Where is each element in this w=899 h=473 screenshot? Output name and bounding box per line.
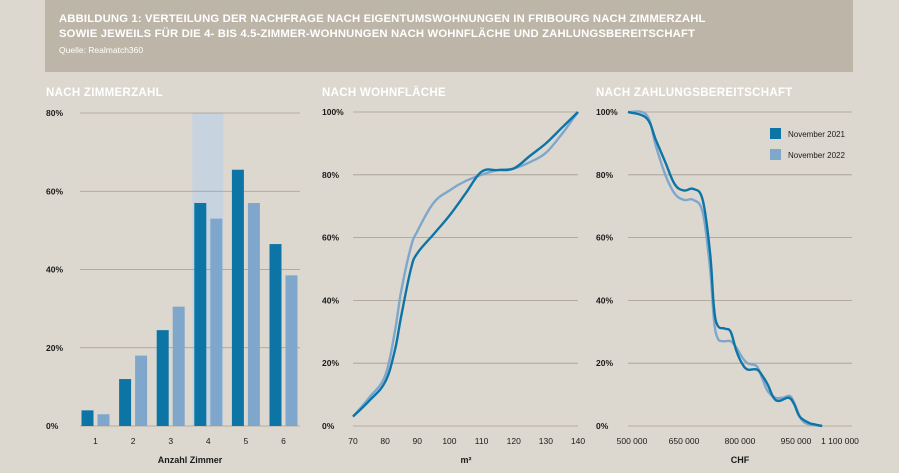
chart-rooms: NACH ZIMMERZAHL 0% 20% 40% 60% 80% 1 2 3 4 5 6 Anzah…	[46, 87, 300, 465]
y-tick-label: 60%	[46, 186, 63, 196]
y-tick-label: 0%	[322, 421, 335, 431]
y-tick-label: 0%	[596, 421, 609, 431]
x-tick-label: 1 100 000	[821, 436, 859, 446]
chart-title: NACH WOHNFLÄCHE	[322, 86, 446, 99]
y-tick-label: 0%	[46, 421, 59, 431]
bar-2022-3	[172, 306, 185, 426]
x-tick-label: 5	[244, 436, 249, 446]
bar-2022-1	[97, 414, 110, 426]
y-tick-label: 20%	[322, 358, 339, 368]
line-2022	[352, 111, 579, 418]
legend-swatch-2022	[770, 149, 781, 160]
x-axis-label: m²	[461, 455, 472, 465]
x-axis-label: Anzahl Zimmer	[158, 455, 223, 465]
x-tick-label: 80	[380, 436, 390, 446]
bar-2021-3	[156, 330, 169, 426]
chart-title: NACH ZIMMERZAHL	[46, 87, 163, 99]
y-tick-label: 40%	[322, 295, 339, 305]
x-tick-label: 800 000	[725, 436, 756, 446]
x-tick-label: 950 000	[781, 436, 812, 446]
chart-title: NACH ZAHLUNGSBEREITSCHAFT	[596, 87, 793, 99]
x-axis-label: CHF	[731, 455, 750, 465]
line-2021	[352, 111, 579, 418]
figure-title-line1: ABBILDUNG 1: VERTEILUNG DER NACHFRAGE NA…	[59, 13, 706, 25]
y-tick-label: 100%	[322, 107, 344, 117]
bar-2021-1	[81, 410, 94, 426]
x-tick-label: 6	[281, 436, 286, 446]
bar-2022-4	[210, 218, 223, 426]
legend-label: November 2022	[788, 151, 845, 160]
x-tick-label: 2	[131, 436, 136, 446]
figure-header: ABBILDUNG 1: VERTEILUNG DER NACHFRAGE NA…	[45, 0, 853, 72]
y-tick-label: 80%	[596, 170, 613, 180]
bar-2021-6	[269, 244, 282, 426]
y-tick-label: 80%	[46, 108, 63, 118]
x-tick-label: 3	[168, 436, 173, 446]
bar-2022-5	[247, 202, 260, 426]
bar-2021-5	[231, 169, 244, 426]
legend-label: November 2021	[788, 130, 845, 139]
x-tick-label: 130	[539, 436, 553, 446]
x-tick-label: 90	[413, 436, 423, 446]
bar-2022-2	[135, 355, 148, 426]
chart-living-area: NACH WOHNFLÄCHE 0% 20% 40% 60% 80% 100% 70 80 90 1…	[322, 86, 585, 465]
figure-source: Quelle: Realmatch360	[59, 45, 144, 55]
x-tick-label: 70	[348, 436, 358, 446]
bar-2021-2	[119, 379, 132, 426]
line-2021	[627, 110, 823, 428]
legend-swatch-2021	[770, 128, 781, 139]
x-tick-label: 4	[206, 436, 211, 446]
x-tick-label: 120	[507, 436, 521, 446]
y-tick-label: 20%	[596, 358, 613, 368]
y-tick-label: 40%	[46, 265, 63, 275]
bar-2021-4	[194, 202, 207, 426]
x-tick-label: 100	[442, 436, 456, 446]
x-tick-label: 500 000	[617, 436, 648, 446]
y-tick-label: 80%	[322, 170, 339, 180]
y-tick-label: 100%	[596, 107, 618, 117]
chart-willingness-to-pay: NACH ZAHLUNGSBEREITSCHAFT 0% 20% 40% 60% 80% 1…	[596, 87, 859, 465]
x-tick-label: 650 000	[669, 436, 700, 446]
bar-2022-6	[285, 275, 298, 426]
x-tick-label: 1	[93, 436, 98, 446]
figure-title-line2: SOWIE JEWEILS FÜR DIE 4- BIS 4.5-ZIMMER-…	[59, 28, 696, 40]
y-tick-label: 60%	[596, 233, 613, 243]
y-tick-label: 20%	[46, 343, 63, 353]
y-tick-label: 60%	[322, 233, 339, 243]
y-tick-label: 40%	[596, 295, 613, 305]
legend: November 2021 November 2022	[770, 128, 845, 160]
x-tick-label: 110	[475, 436, 489, 446]
x-tick-label: 140	[571, 436, 585, 446]
